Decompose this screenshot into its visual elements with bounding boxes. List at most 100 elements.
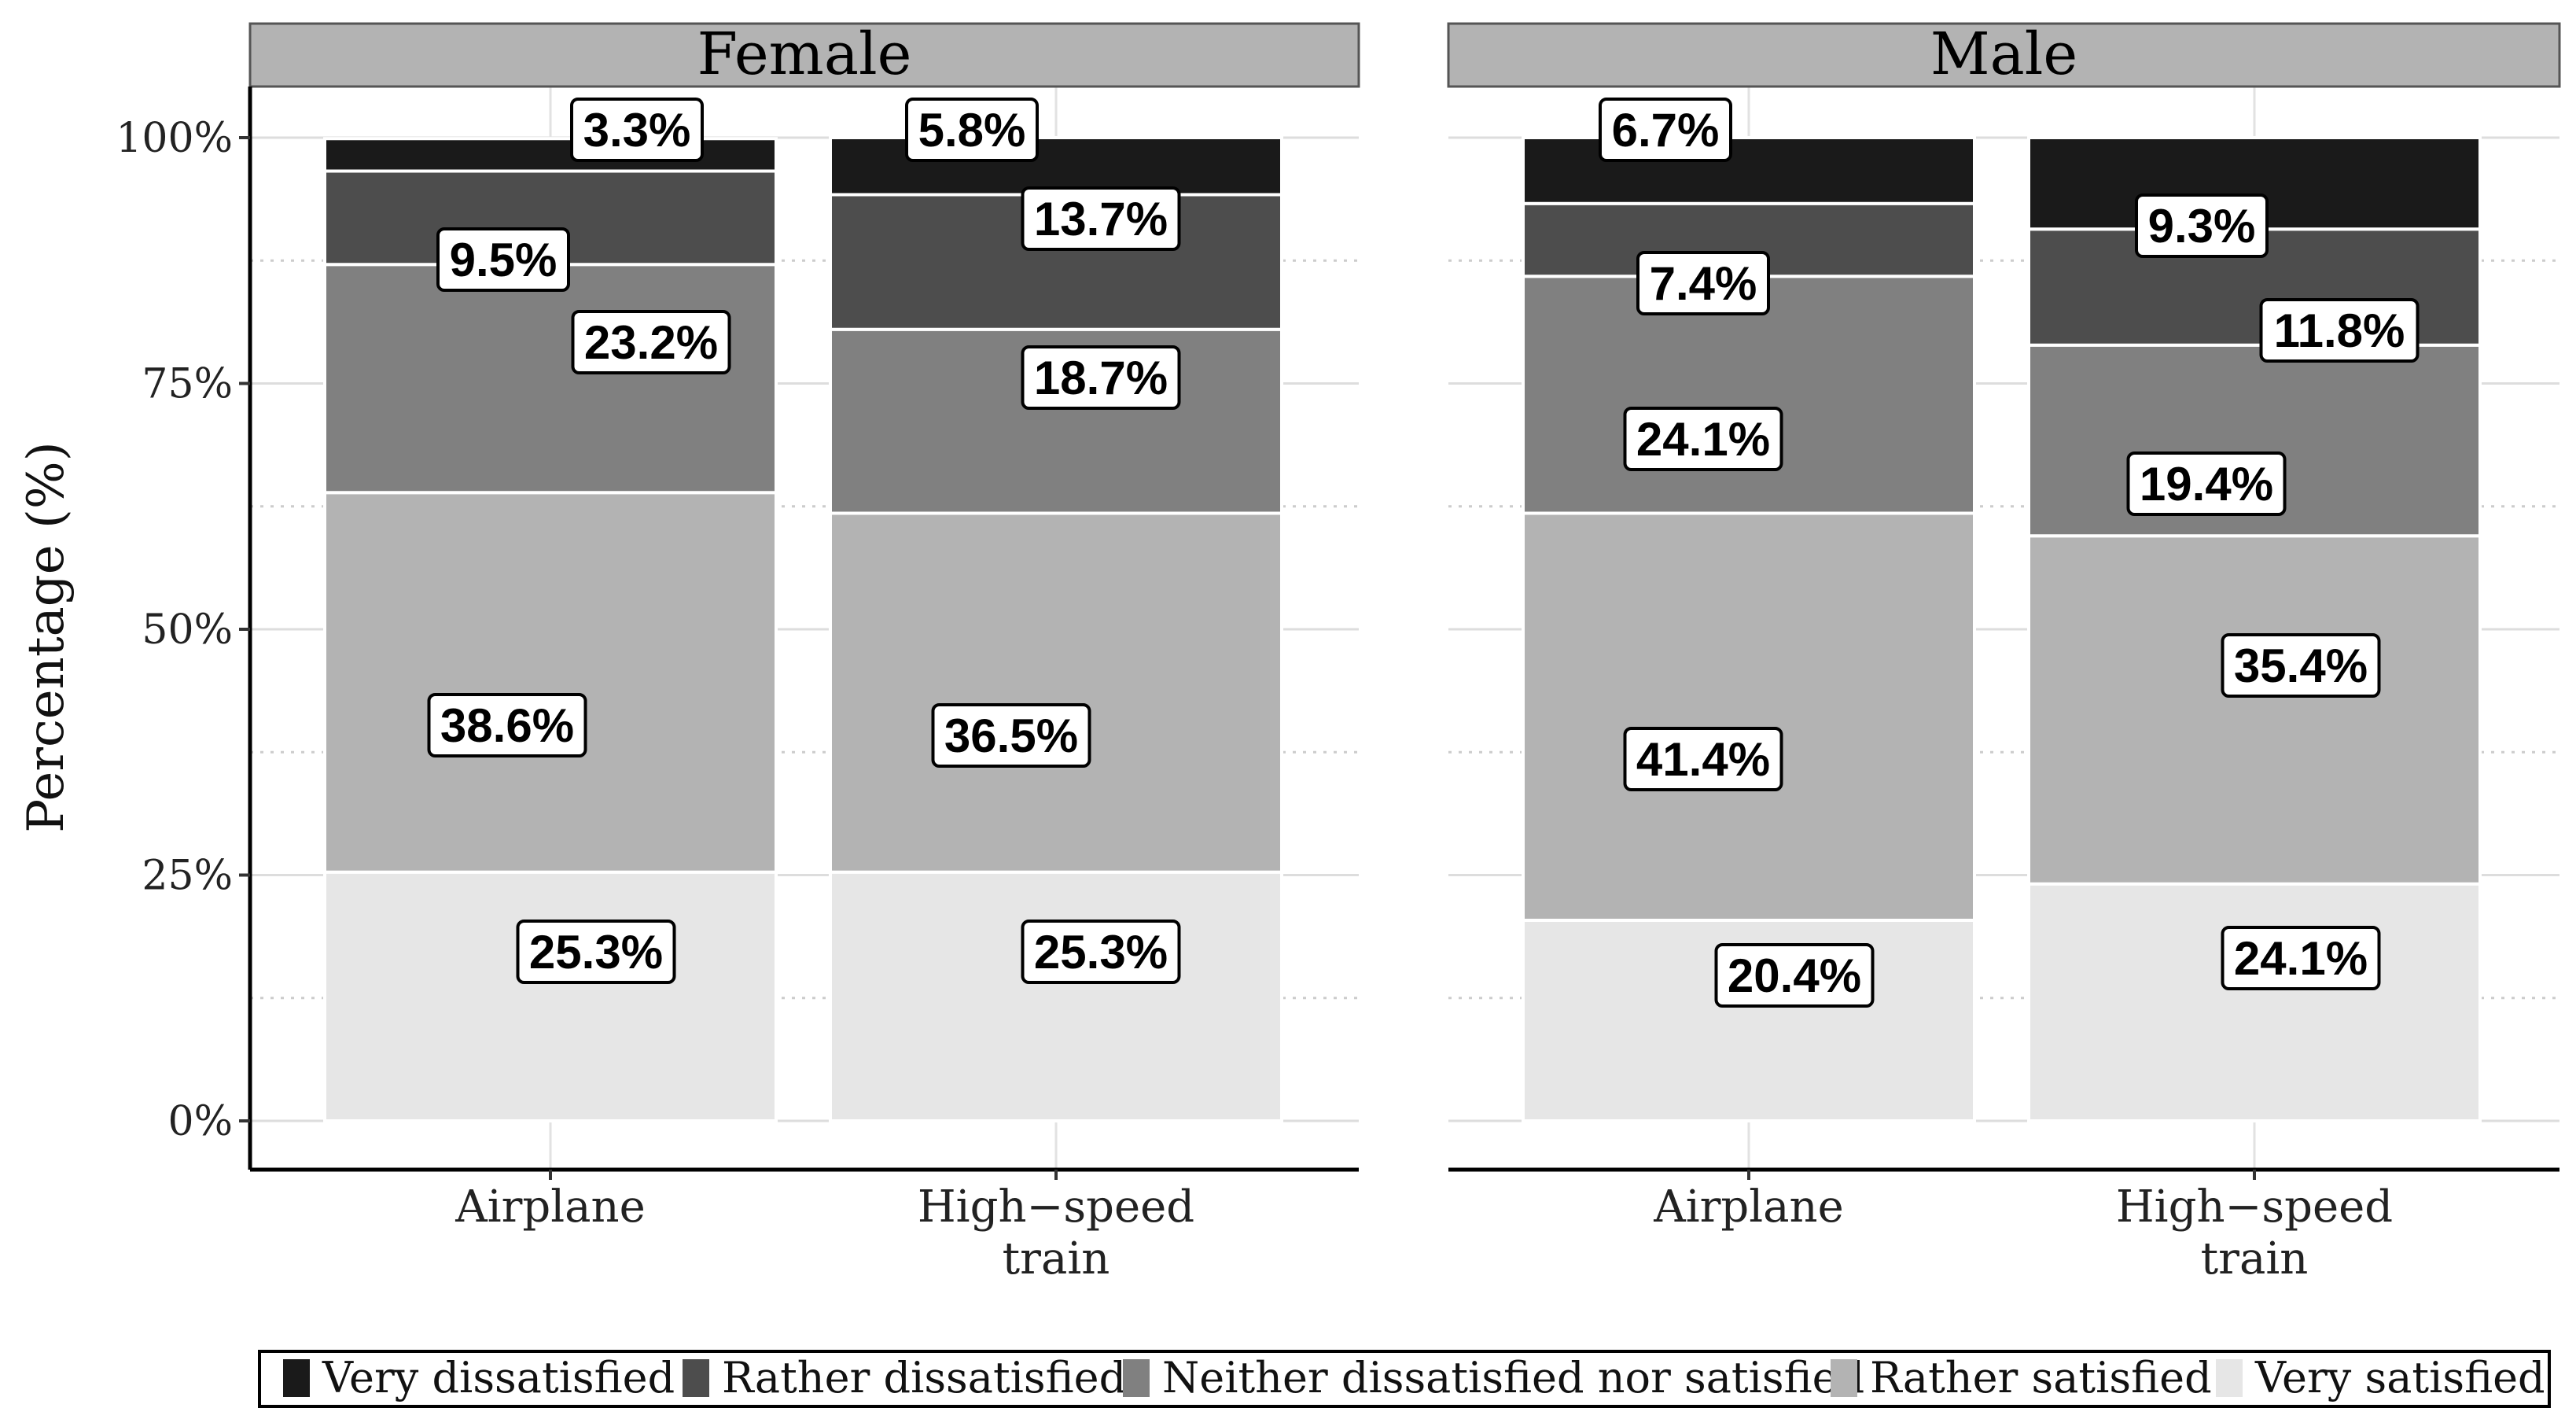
bar-segment — [1522, 275, 1976, 515]
data-label-box — [436, 227, 570, 292]
data-label: 35.4% — [2221, 633, 2381, 698]
y-tick-label: 100% — [116, 115, 233, 162]
data-label: 38.6% — [427, 693, 587, 757]
data-label-box — [905, 98, 1039, 162]
panel-male: Male 6.7% 7.4% 24.1% 41.4% 20.4% 9.3% 11.8% 19.4… — [1447, 20, 2561, 1284]
data-label-text: 11.8% — [2274, 304, 2405, 357]
data-label: 36.5% — [931, 703, 1091, 768]
data-label-box — [1714, 943, 1875, 1008]
data-label-box — [2135, 194, 2269, 258]
data-label-box — [2259, 298, 2420, 363]
data-label-text: 25.3% — [1034, 926, 1168, 979]
data-label-box — [1636, 251, 1770, 315]
data-label-text: 20.4% — [1728, 949, 1861, 1002]
data-label: 5.8% — [905, 98, 1039, 162]
x-tick-label: High−speed — [2116, 1181, 2393, 1233]
x-tick-label: High−speed — [918, 1181, 1194, 1233]
data-label-box — [1599, 98, 1732, 162]
data-label: 18.7% — [1021, 345, 1181, 410]
data-label-box — [931, 703, 1091, 768]
data-label: 24.1% — [2221, 926, 2381, 990]
legend-label: Rather satisfied — [1870, 1353, 2212, 1402]
legend-swatch — [1123, 1359, 1150, 1397]
data-label-text: 38.6% — [440, 699, 574, 752]
legend-swatch — [283, 1359, 310, 1397]
bar-segment — [323, 263, 778, 495]
data-label-text: 24.1% — [1636, 413, 1770, 466]
data-label-text: 19.4% — [2140, 458, 2273, 510]
data-label-box — [1021, 186, 1181, 251]
data-label-box — [1021, 920, 1181, 984]
data-label-text: 23.2% — [584, 316, 718, 369]
data-label-box — [2221, 633, 2381, 698]
data-label-box — [427, 693, 587, 757]
legend: Very dissatisfied Rather dissatisfied Neit… — [258, 1350, 2551, 1408]
bar-segment — [1522, 511, 1976, 922]
data-label: 6.7% — [1599, 98, 1732, 162]
data-label-text: 7.4% — [1650, 257, 1757, 310]
bar-segment — [829, 511, 1283, 874]
data-label: 24.1% — [1623, 407, 1783, 471]
data-label-box — [1021, 345, 1181, 410]
legend-item: Very satisfied — [2216, 1353, 2545, 1402]
data-label-text: 5.8% — [918, 104, 1026, 157]
data-label: 19.4% — [2126, 452, 2287, 516]
legend-item: Rather dissatisfied — [683, 1353, 1126, 1402]
facet-strip — [248, 22, 1360, 88]
data-label-text: 9.5% — [450, 234, 558, 286]
data-label-text: 25.3% — [529, 926, 663, 979]
y-axis-title: Percentage (%) — [17, 441, 75, 832]
data-label: 9.5% — [436, 227, 570, 292]
data-label: 13.7% — [1021, 186, 1181, 251]
bar-segment — [1522, 136, 1976, 205]
legend-swatch — [2216, 1359, 2243, 1397]
y-tick-label: 0% — [168, 1098, 234, 1145]
x-tick-label: train — [2201, 1233, 2309, 1284]
bar-segment — [2027, 882, 2482, 1122]
data-label: 3.3% — [570, 98, 704, 162]
legend-item: Neither dissatisfied nor satisfied — [1123, 1353, 1864, 1402]
data-label: 25.3% — [1021, 920, 1181, 984]
legend-label: Very satisfied — [2254, 1353, 2545, 1402]
data-label-box — [2126, 452, 2287, 516]
data-label: 11.8% — [2259, 298, 2420, 363]
data-label-box — [516, 920, 676, 984]
data-label: 23.2% — [571, 310, 731, 374]
legend-box — [258, 1350, 2551, 1408]
bar-segment — [2027, 534, 2482, 886]
x-tick-label: Airplane — [1653, 1181, 1843, 1233]
legend-label: Neither dissatisfied nor satisfied — [1162, 1353, 1864, 1402]
data-label-box — [2221, 926, 2381, 990]
data-label-text: 24.1% — [2234, 932, 2368, 985]
facet-strip — [1447, 22, 2561, 88]
bar-segment — [323, 137, 778, 173]
data-label-box — [1623, 407, 1783, 471]
data-label-text: 18.7% — [1034, 352, 1168, 404]
data-label: 41.4% — [1623, 727, 1783, 791]
data-label-text: 9.3% — [2148, 200, 2256, 252]
legend-label: Rather dissatisfied — [722, 1353, 1126, 1402]
data-label-box — [571, 310, 731, 374]
data-label-text: 6.7% — [1612, 104, 1720, 157]
y-axis: 0% 25% 50% 75% 100% — [116, 87, 252, 1170]
bar-segment — [323, 870, 778, 1122]
bar-segment — [323, 491, 778, 874]
data-label: 25.3% — [516, 920, 676, 984]
bar-segment — [829, 870, 1283, 1122]
x-tick-label: train — [1003, 1233, 1110, 1284]
legend-label: Very dissatisfied — [322, 1353, 675, 1402]
legend-item: Rather satisfied — [1831, 1353, 2212, 1402]
data-label-text: 13.7% — [1034, 193, 1168, 245]
y-tick-label: 50% — [142, 606, 233, 654]
data-label: 20.4% — [1714, 943, 1875, 1008]
y-tick-label: 75% — [142, 361, 233, 408]
x-tick-label: Airplane — [454, 1181, 645, 1233]
facet-strip-label: Male — [1930, 20, 2077, 88]
y-tick-label: 25% — [142, 853, 233, 900]
data-label: 9.3% — [2135, 194, 2269, 258]
data-label-box — [1623, 727, 1783, 791]
data-label-box — [570, 98, 704, 162]
